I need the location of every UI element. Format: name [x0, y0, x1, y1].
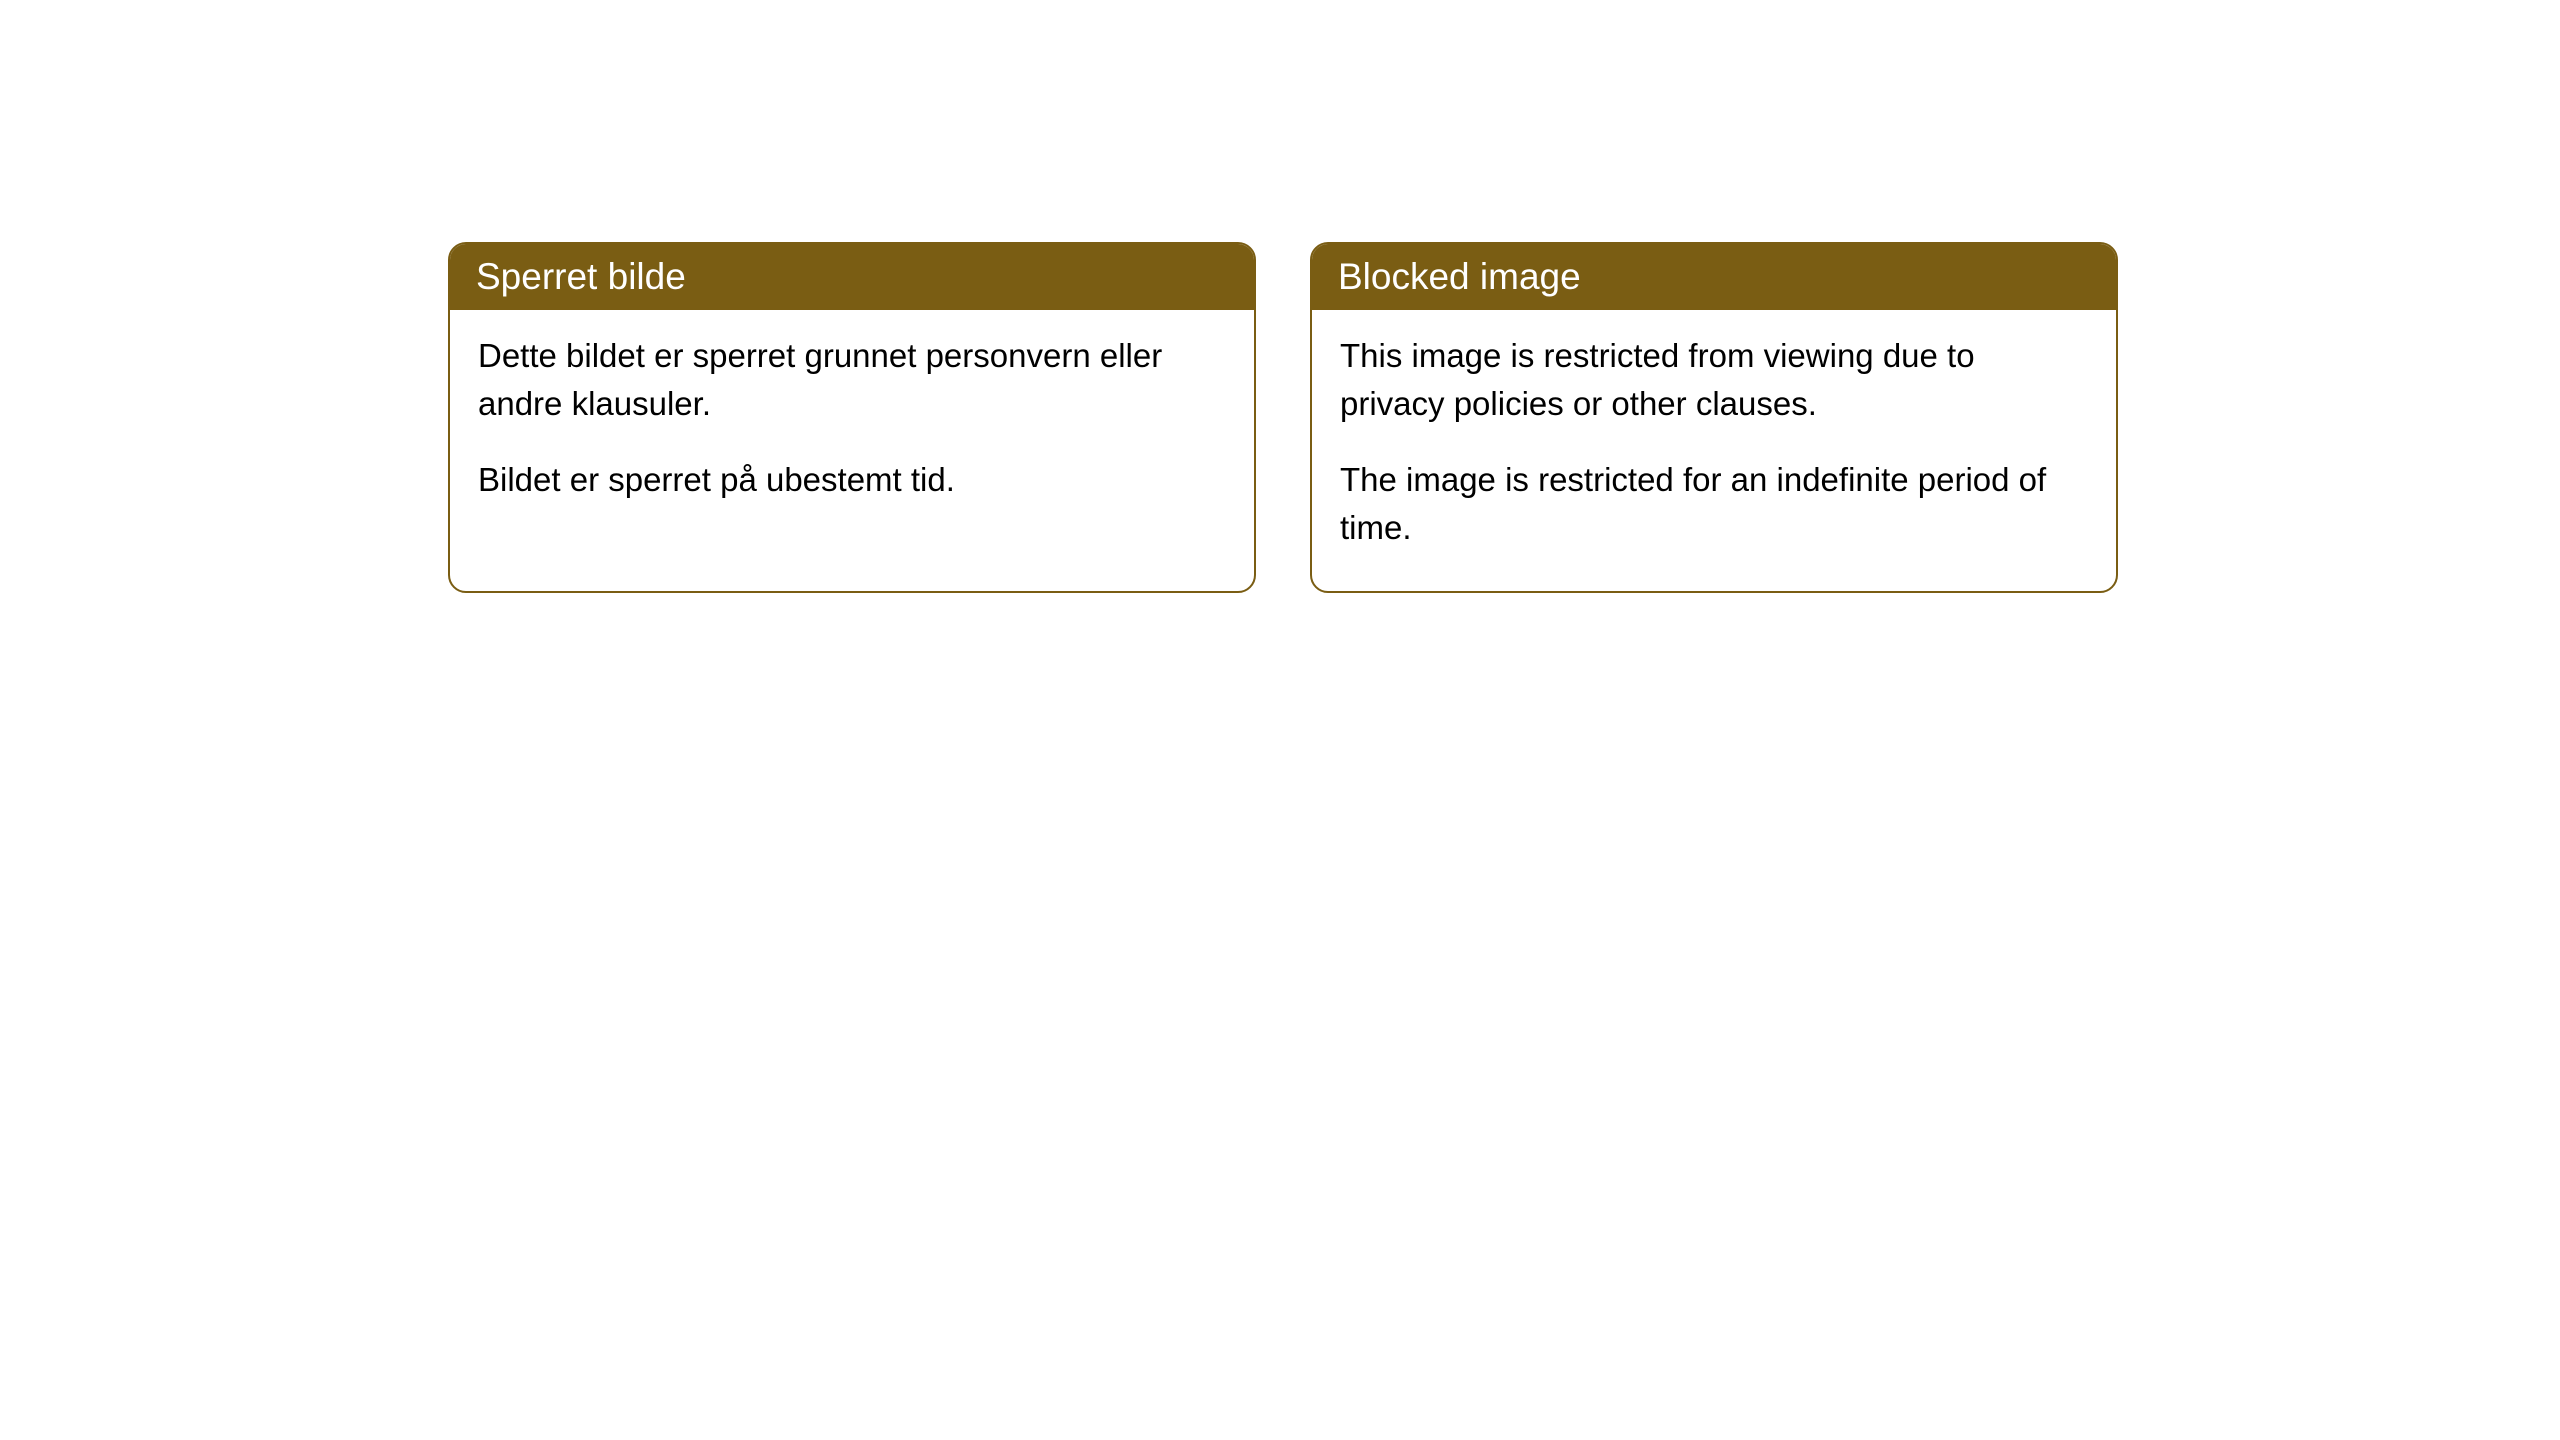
- card-title: Blocked image: [1338, 256, 1581, 297]
- cards-container: Sperret bilde Dette bildet er sperret gr…: [448, 242, 2118, 593]
- card-paragraph-1: Dette bildet er sperret grunnet personve…: [478, 332, 1226, 428]
- card-paragraph-2: Bildet er sperret på ubestemt tid.: [478, 456, 1226, 504]
- blocked-image-card-english: Blocked image This image is restricted f…: [1310, 242, 2118, 593]
- blocked-image-card-norwegian: Sperret bilde Dette bildet er sperret gr…: [448, 242, 1256, 593]
- card-title: Sperret bilde: [476, 256, 686, 297]
- card-header: Blocked image: [1312, 244, 2116, 310]
- card-body: Dette bildet er sperret grunnet personve…: [450, 310, 1254, 544]
- card-header: Sperret bilde: [450, 244, 1254, 310]
- card-body: This image is restricted from viewing du…: [1312, 310, 2116, 591]
- card-paragraph-2: The image is restricted for an indefinit…: [1340, 456, 2088, 552]
- card-paragraph-1: This image is restricted from viewing du…: [1340, 332, 2088, 428]
